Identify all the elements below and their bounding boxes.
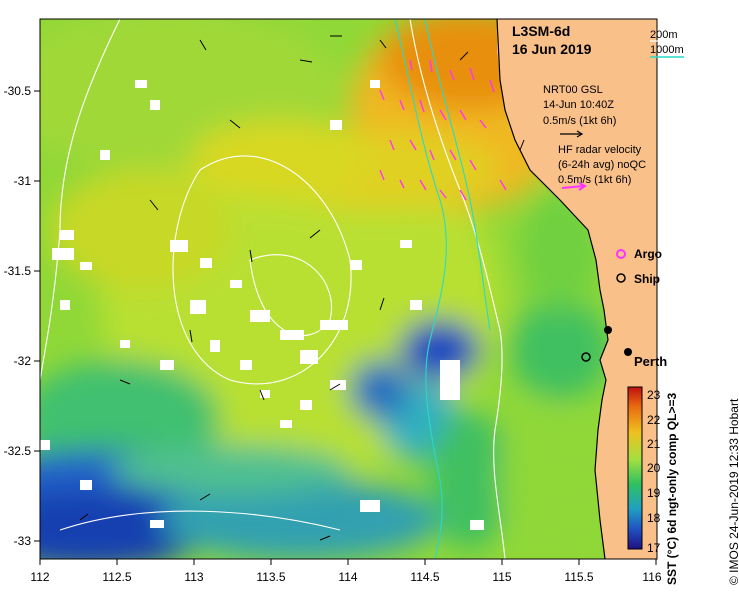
perth-marker: [624, 348, 632, 356]
colorbar-tick-label: 18: [647, 511, 661, 525]
gsl-scale-arrow: [560, 130, 584, 138]
colorbar-ticks: 23 22 21 20 19 18 17: [647, 388, 661, 555]
x-tick-label: 115.5: [564, 570, 593, 584]
x-tick-label: 116: [642, 570, 661, 584]
x-tick-label: 114.5: [410, 570, 439, 584]
gsl-source: NRT00 GSL: [543, 84, 603, 96]
hf-scale-arrow: [561, 182, 587, 191]
y-axis-labels: -30.5 -31 -31.5 -32 -32.5 -33: [4, 84, 32, 548]
gsl-time: 14-Jun 10:40Z: [543, 99, 614, 111]
x-tick-label: 114: [338, 570, 357, 584]
x-axis-labels: 112 112.5 113 113.5 114 114.5 115 115.5 …: [30, 570, 661, 584]
gsl-scale: 0.5m/s (1kt 6h): [543, 115, 616, 127]
colorbar-tick-label: 20: [647, 461, 661, 475]
x-tick-label: 113.5: [256, 570, 285, 584]
colorbar-tick-label: 22: [647, 413, 661, 427]
colorbar-tick-label: 19: [647, 486, 661, 500]
x-tick-label: 112: [30, 570, 49, 584]
depth-1000m-label: 1000m: [650, 44, 684, 56]
colorbar-tick-label: 17: [647, 541, 661, 555]
hf-scale: 0.5m/s (1kt 6h): [558, 174, 631, 186]
y-tick-label: -30.5: [4, 84, 32, 98]
y-tick-label: -32.5: [4, 444, 32, 458]
y-tick-label: -31.5: [4, 264, 32, 278]
sst-colorbar: [627, 386, 643, 550]
ship-position-marker: [604, 326, 612, 334]
land-mass: [497, 19, 657, 559]
x-tick-marks: [39, 559, 657, 565]
colorbar-tick-label: 21: [647, 437, 661, 451]
y-tick-label: -32: [14, 354, 32, 368]
product-title: L3SM-6d: [512, 23, 570, 39]
x-tick-label: 112.5: [102, 570, 131, 584]
credit-text: © IMOS 24-Jun-2019 12:33 Hobart: [727, 398, 739, 585]
y-tick-label: -33: [14, 534, 32, 548]
colorbar-label: SST (°C) 6d ngt-only comp QL>=3: [665, 393, 679, 585]
ship-label: Ship: [634, 272, 660, 286]
ship-position-marker: [581, 352, 591, 362]
argo-marker-icon: [616, 249, 626, 259]
argo-label: Argo: [634, 247, 662, 261]
y-tick-marks: [34, 90, 40, 542]
y-tick-label: -31: [14, 174, 32, 188]
city-label-perth: Perth: [634, 354, 667, 369]
hf-subtitle: (6-24h avg) noQC: [558, 159, 646, 171]
depth-200m-label: 200m: [650, 29, 678, 41]
hf-title: HF radar velocity: [558, 144, 642, 156]
date-title: 16 Jun 2019: [512, 41, 592, 57]
ship-marker-icon: [616, 273, 626, 283]
colorbar-tick-label: 23: [647, 388, 661, 402]
x-tick-label: 115: [492, 570, 511, 584]
x-tick-label: 113: [184, 570, 203, 584]
